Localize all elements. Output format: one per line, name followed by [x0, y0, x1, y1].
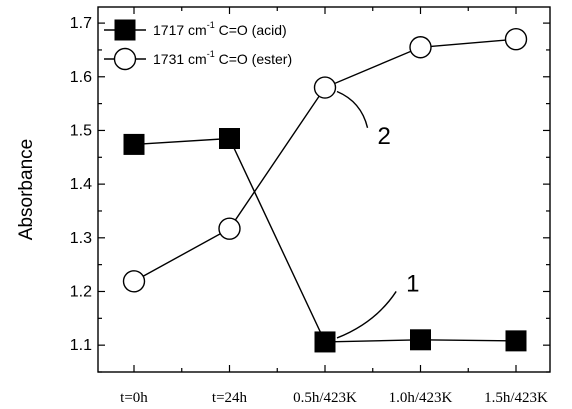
annotation-leader — [336, 90, 369, 128]
y-tick-label: 1.6 — [70, 69, 92, 86]
legend-marker — [113, 47, 137, 71]
x-tick-label: 0.5h/423K — [293, 390, 357, 406]
x-tick-label: 1.0h/423K — [389, 390, 453, 406]
data-point — [313, 76, 337, 99]
y-axis-label: Absorbance — [16, 139, 37, 240]
legend: 1717 cm-1 C=O (acid) 1731 cm-1 C=O (ester… — [104, 19, 292, 71]
x-tick-label: 1.5h/423K — [484, 390, 548, 406]
data-point — [123, 133, 145, 155]
series-line-2 — [133, 38, 517, 282]
plot-frame — [97, 6, 551, 373]
legend-entry-label: 1731 cm-1 C=O (ester) — [153, 49, 292, 67]
data-point — [122, 270, 146, 293]
y-tick-label: 1.7 — [70, 15, 92, 32]
data-point — [505, 330, 527, 352]
y-tick-label: 1.2 — [70, 283, 92, 300]
data-point — [504, 28, 528, 51]
annotations: 12 — [336, 90, 420, 339]
y-tick-label: 1.1 — [70, 337, 92, 354]
data-point — [314, 331, 336, 353]
series-line-1 — [133, 137, 517, 343]
annotation-label: 2 — [378, 123, 391, 150]
y-tick-label: 1.4 — [70, 176, 92, 193]
legend-marker — [114, 19, 136, 41]
data-point — [409, 36, 432, 59]
x-axis: t=0h t=24h 0.5h/423K 1.0h/423K 1.5h/423K — [120, 7, 548, 406]
data-point — [218, 217, 241, 240]
y-tick-label: 1.5 — [70, 122, 92, 139]
plot-border — [97, 6, 551, 373]
data-point — [219, 128, 240, 150]
y-axis: 1.1 1.2 1.3 1.4 1.5 1.6 1.7 — [70, 15, 550, 373]
x-tick-label: t=24h — [212, 390, 248, 406]
series-layer — [122, 28, 528, 353]
data-point — [410, 329, 431, 351]
annotation-label: 1 — [406, 270, 419, 297]
annotation-leader — [336, 291, 397, 339]
y-tick-label: 1.3 — [70, 230, 92, 247]
legend-entry-label: 1717 cm-1 C=O (acid) — [153, 20, 287, 38]
x-tick-label: t=0h — [120, 390, 148, 406]
